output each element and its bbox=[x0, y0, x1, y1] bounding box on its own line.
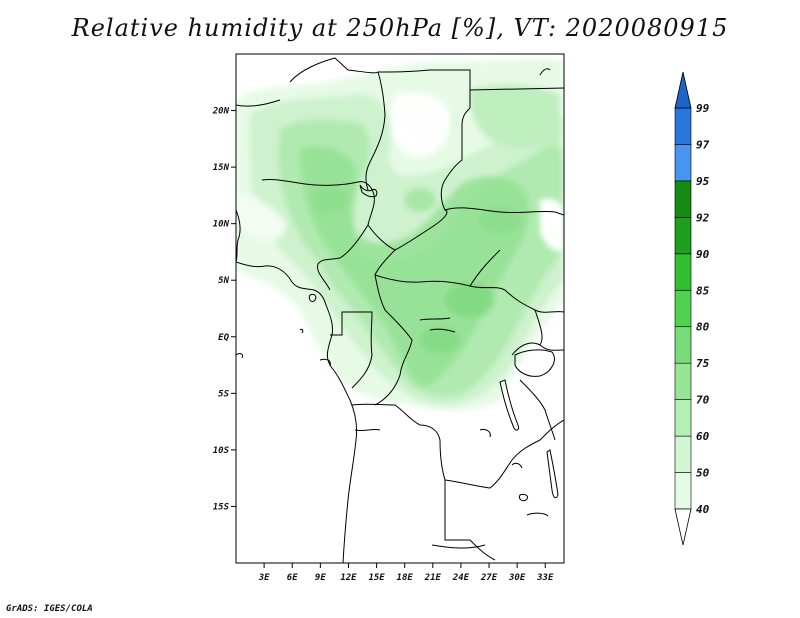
x-tick-label: 27E bbox=[480, 573, 498, 583]
x-tick-label: 18E bbox=[397, 573, 414, 583]
colorbar-swatch bbox=[674, 289, 692, 328]
colorbar-label: 99 bbox=[696, 102, 710, 115]
colorbar: 40 50 60 70 75 80 85 90 92 95 97 99 bbox=[674, 71, 710, 546]
colorbar-swatch bbox=[674, 253, 692, 291]
x-tick-label: 21E bbox=[424, 573, 442, 583]
country-boundaries bbox=[236, 57, 564, 563]
colorbar-swatch bbox=[674, 107, 692, 145]
colorbar-label: 40 bbox=[696, 503, 710, 516]
x-tick-label: 33E bbox=[536, 573, 554, 583]
x-tick-label: 6E bbox=[287, 573, 298, 583]
colorbar-high-arrow bbox=[674, 71, 692, 109]
humidity-field bbox=[236, 59, 564, 411]
colorbar-label: 90 bbox=[696, 248, 710, 261]
colorbar-label: 92 bbox=[696, 211, 710, 224]
colorbar-label: 97 bbox=[696, 138, 710, 151]
y-tick-label: 15S bbox=[213, 502, 230, 512]
y-tick-label: 20N bbox=[212, 107, 230, 117]
colorbar-swatch bbox=[674, 217, 692, 255]
map-title: Relative humidity at 250hPa [%], VT: 202… bbox=[71, 14, 729, 42]
colorbar-swatch bbox=[674, 472, 692, 510]
map-frame bbox=[235, 53, 565, 564]
x-tick-label: 30E bbox=[508, 573, 526, 583]
colorbar-label: 80 bbox=[696, 321, 710, 334]
y-tick-label: 10N bbox=[213, 220, 230, 230]
x-tick-label: 12E bbox=[340, 573, 357, 583]
colorbar-label: 75 bbox=[696, 357, 710, 370]
colorbar-label: 70 bbox=[696, 394, 710, 407]
y-tick-label: 5N bbox=[218, 276, 229, 286]
y-tick-label: 15N bbox=[213, 163, 230, 173]
colorbar-swatch bbox=[674, 435, 692, 473]
colorbar-swatch bbox=[674, 399, 692, 437]
x-tick-label: 15E bbox=[368, 573, 385, 583]
y-tick-label: 5S bbox=[218, 389, 229, 399]
x-axis: 3E 6E 9E 12E 15E 18E 21E 24E 27E 30E 33E bbox=[258, 563, 554, 583]
y-axis: 20N 15N 10N 5N EQ 5S 10S 15S bbox=[212, 107, 236, 512]
colorbar-swatch bbox=[674, 180, 692, 218]
colorbar-swatch bbox=[674, 362, 692, 400]
colorbar-swatch bbox=[674, 144, 692, 182]
x-tick-label: 24E bbox=[452, 573, 470, 583]
colorbar-low-arrow bbox=[674, 508, 692, 546]
x-tick-label: 3E bbox=[258, 573, 270, 583]
x-tick-label: 9E bbox=[315, 573, 326, 583]
credit-label: GrADS: IGES/COLA bbox=[6, 604, 93, 614]
colorbar-swatch bbox=[674, 326, 692, 364]
colorbar-label: 85 bbox=[696, 284, 710, 297]
colorbar-label: 50 bbox=[696, 467, 710, 480]
colorbar-label: 95 bbox=[696, 175, 710, 188]
y-tick-label: EQ bbox=[218, 333, 229, 343]
colorbar-label: 60 bbox=[696, 430, 710, 443]
y-tick-label: 10S bbox=[213, 446, 230, 456]
